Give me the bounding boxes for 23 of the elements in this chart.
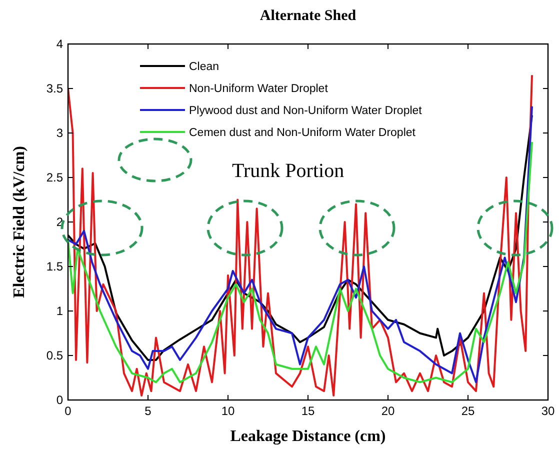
- y-tick-label: 1.5: [46, 260, 64, 274]
- legend-label: Clean: [189, 61, 220, 73]
- y-tick-label: 4: [56, 37, 64, 51]
- legend-label: Plywood dust and Non-Uniform Water Droplet: [189, 105, 423, 117]
- y-tick-label: 1: [56, 304, 64, 318]
- x-tick-label: 5: [144, 404, 152, 418]
- x-tick-label: 25: [461, 404, 475, 418]
- annotation: Trunk Portion: [232, 160, 344, 182]
- y-tick-label: 0: [56, 393, 64, 407]
- x-axis-title: Leakage Distance (cm): [230, 428, 386, 445]
- y-axis-title: Electric Field (kV/cm): [11, 146, 28, 298]
- x-tick-label: 10: [221, 404, 235, 418]
- x-tick-label: 30: [541, 404, 555, 418]
- x-tick-label: 15: [301, 404, 315, 418]
- legend-label: Non-Uniform Water Droplet: [189, 83, 329, 95]
- y-tick-label: 3.5: [46, 82, 64, 96]
- y-tick-label: 2.5: [46, 170, 64, 184]
- chart-title: Alternate Shed: [260, 8, 357, 24]
- x-tick-label: 20: [381, 404, 395, 418]
- y-tick-label: 3: [56, 126, 64, 140]
- y-tick-label: 0.5: [46, 348, 64, 362]
- x-tick-label: 0: [64, 404, 72, 418]
- legend-label: Cemen dust and Non-Uniform Water Droplet: [189, 127, 416, 139]
